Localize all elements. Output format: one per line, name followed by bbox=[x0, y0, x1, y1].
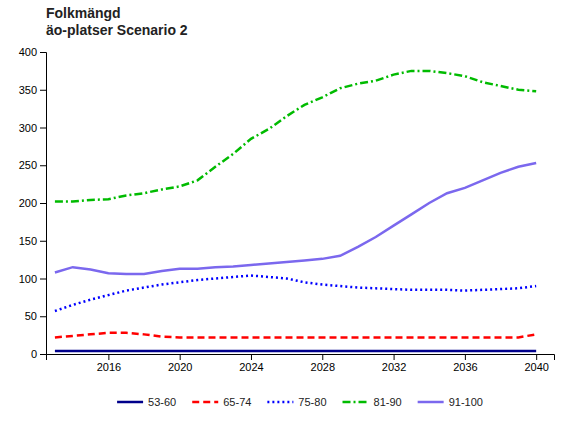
legend-label: 75-80 bbox=[298, 396, 326, 408]
y-tick-label: 150 bbox=[19, 235, 37, 247]
legend-item: 65-74 bbox=[192, 396, 251, 408]
x-tick-mark bbox=[251, 354, 252, 360]
y-axis: 0 50 100 150 200 250 300 350 400 bbox=[19, 46, 47, 360]
plot: 2016 2020 2024 2028 2032 2036 2040 0 50 100 150 200… bbox=[19, 46, 555, 373]
y-tick: 250 bbox=[19, 159, 46, 171]
series-line bbox=[55, 350, 536, 353]
legend-swatch bbox=[267, 401, 293, 404]
x-tick-mark bbox=[180, 354, 181, 360]
x-tick-label: 2024 bbox=[239, 361, 263, 373]
y-tick-mark bbox=[40, 241, 46, 242]
series-line bbox=[55, 333, 536, 338]
legend-swatch bbox=[117, 401, 143, 404]
x-tick: 2028 bbox=[311, 354, 335, 373]
x-tick-mark bbox=[465, 354, 466, 360]
x-tick: 2016 bbox=[97, 354, 121, 373]
y-tick-mark bbox=[40, 90, 46, 91]
x-tick: 2020 bbox=[168, 354, 192, 373]
x-tick-mark bbox=[322, 354, 323, 360]
series-line bbox=[55, 163, 536, 274]
y-tick-mark bbox=[40, 52, 46, 53]
legend-label: 81-90 bbox=[374, 396, 402, 408]
y-tick-label: 350 bbox=[19, 84, 37, 96]
x-tick: 2040 bbox=[524, 354, 548, 373]
x-tick-label: 2040 bbox=[524, 361, 548, 373]
legend-label: 65-74 bbox=[223, 396, 251, 408]
y-tick-label: 100 bbox=[19, 273, 37, 285]
y-tick-mark bbox=[40, 316, 46, 317]
y-axis-line bbox=[40, 53, 47, 355]
legend-swatch bbox=[418, 401, 444, 404]
x-tick-label: 2032 bbox=[382, 361, 406, 373]
legend-swatch bbox=[343, 401, 369, 404]
x-tick-mark bbox=[536, 354, 537, 360]
y-tick: 0 bbox=[31, 348, 46, 360]
legend-item: 81-90 bbox=[343, 396, 402, 408]
legend-swatch bbox=[192, 401, 218, 404]
y-tick-mark bbox=[40, 128, 46, 129]
y-tick-mark bbox=[40, 165, 46, 166]
x-tick-mark bbox=[108, 354, 109, 360]
y-tick-mark bbox=[40, 279, 46, 280]
legend-item: 53-60 bbox=[117, 396, 176, 408]
x-tick-label: 2016 bbox=[97, 361, 121, 373]
y-tick: 50 bbox=[25, 310, 46, 322]
legend-item: 75-80 bbox=[267, 396, 326, 408]
x-tick-label: 2020 bbox=[168, 361, 192, 373]
legend-label: 91-100 bbox=[449, 396, 483, 408]
y-tick-label: 250 bbox=[19, 159, 37, 171]
series-line bbox=[55, 71, 536, 202]
x-tick-label: 2036 bbox=[453, 361, 477, 373]
y-tick: 200 bbox=[19, 197, 46, 209]
y-tick-mark bbox=[40, 203, 46, 204]
x-axis-line bbox=[47, 355, 555, 361]
y-tick: 350 bbox=[19, 84, 46, 96]
legend-item: 91-100 bbox=[418, 396, 483, 408]
y-tick-label: 0 bbox=[31, 348, 37, 360]
title: Folkmängdäo-platser Scenario 2 bbox=[46, 5, 188, 38]
y-tick: 300 bbox=[19, 122, 46, 134]
series-line bbox=[55, 275, 536, 310]
x-tick: 2036 bbox=[453, 354, 477, 373]
legend-label: 53-60 bbox=[148, 396, 176, 408]
y-tick-label: 300 bbox=[19, 122, 37, 134]
x-tick: 2032 bbox=[382, 354, 406, 373]
legend: 53-60 65-74 75-80 81-90 91-100 bbox=[117, 396, 483, 408]
y-tick-label: 200 bbox=[19, 197, 37, 209]
chart: 2016 2020 2024 2028 2032 2036 2040 0 50 100 150 200… bbox=[0, 0, 576, 432]
x-tick: 2024 bbox=[239, 354, 263, 373]
x-axis: 2016 2020 2024 2028 2032 2036 2040 bbox=[47, 354, 555, 373]
y-tick: 400 bbox=[19, 46, 46, 58]
y-tick-mark bbox=[40, 354, 46, 355]
x-tick-label: 2028 bbox=[311, 361, 335, 373]
lines bbox=[55, 71, 536, 351]
y-tick-label: 50 bbox=[25, 310, 37, 322]
y-tick: 150 bbox=[19, 235, 46, 247]
y-tick-label: 400 bbox=[19, 46, 37, 58]
y-tick: 100 bbox=[19, 273, 46, 285]
x-tick-mark bbox=[394, 354, 395, 360]
